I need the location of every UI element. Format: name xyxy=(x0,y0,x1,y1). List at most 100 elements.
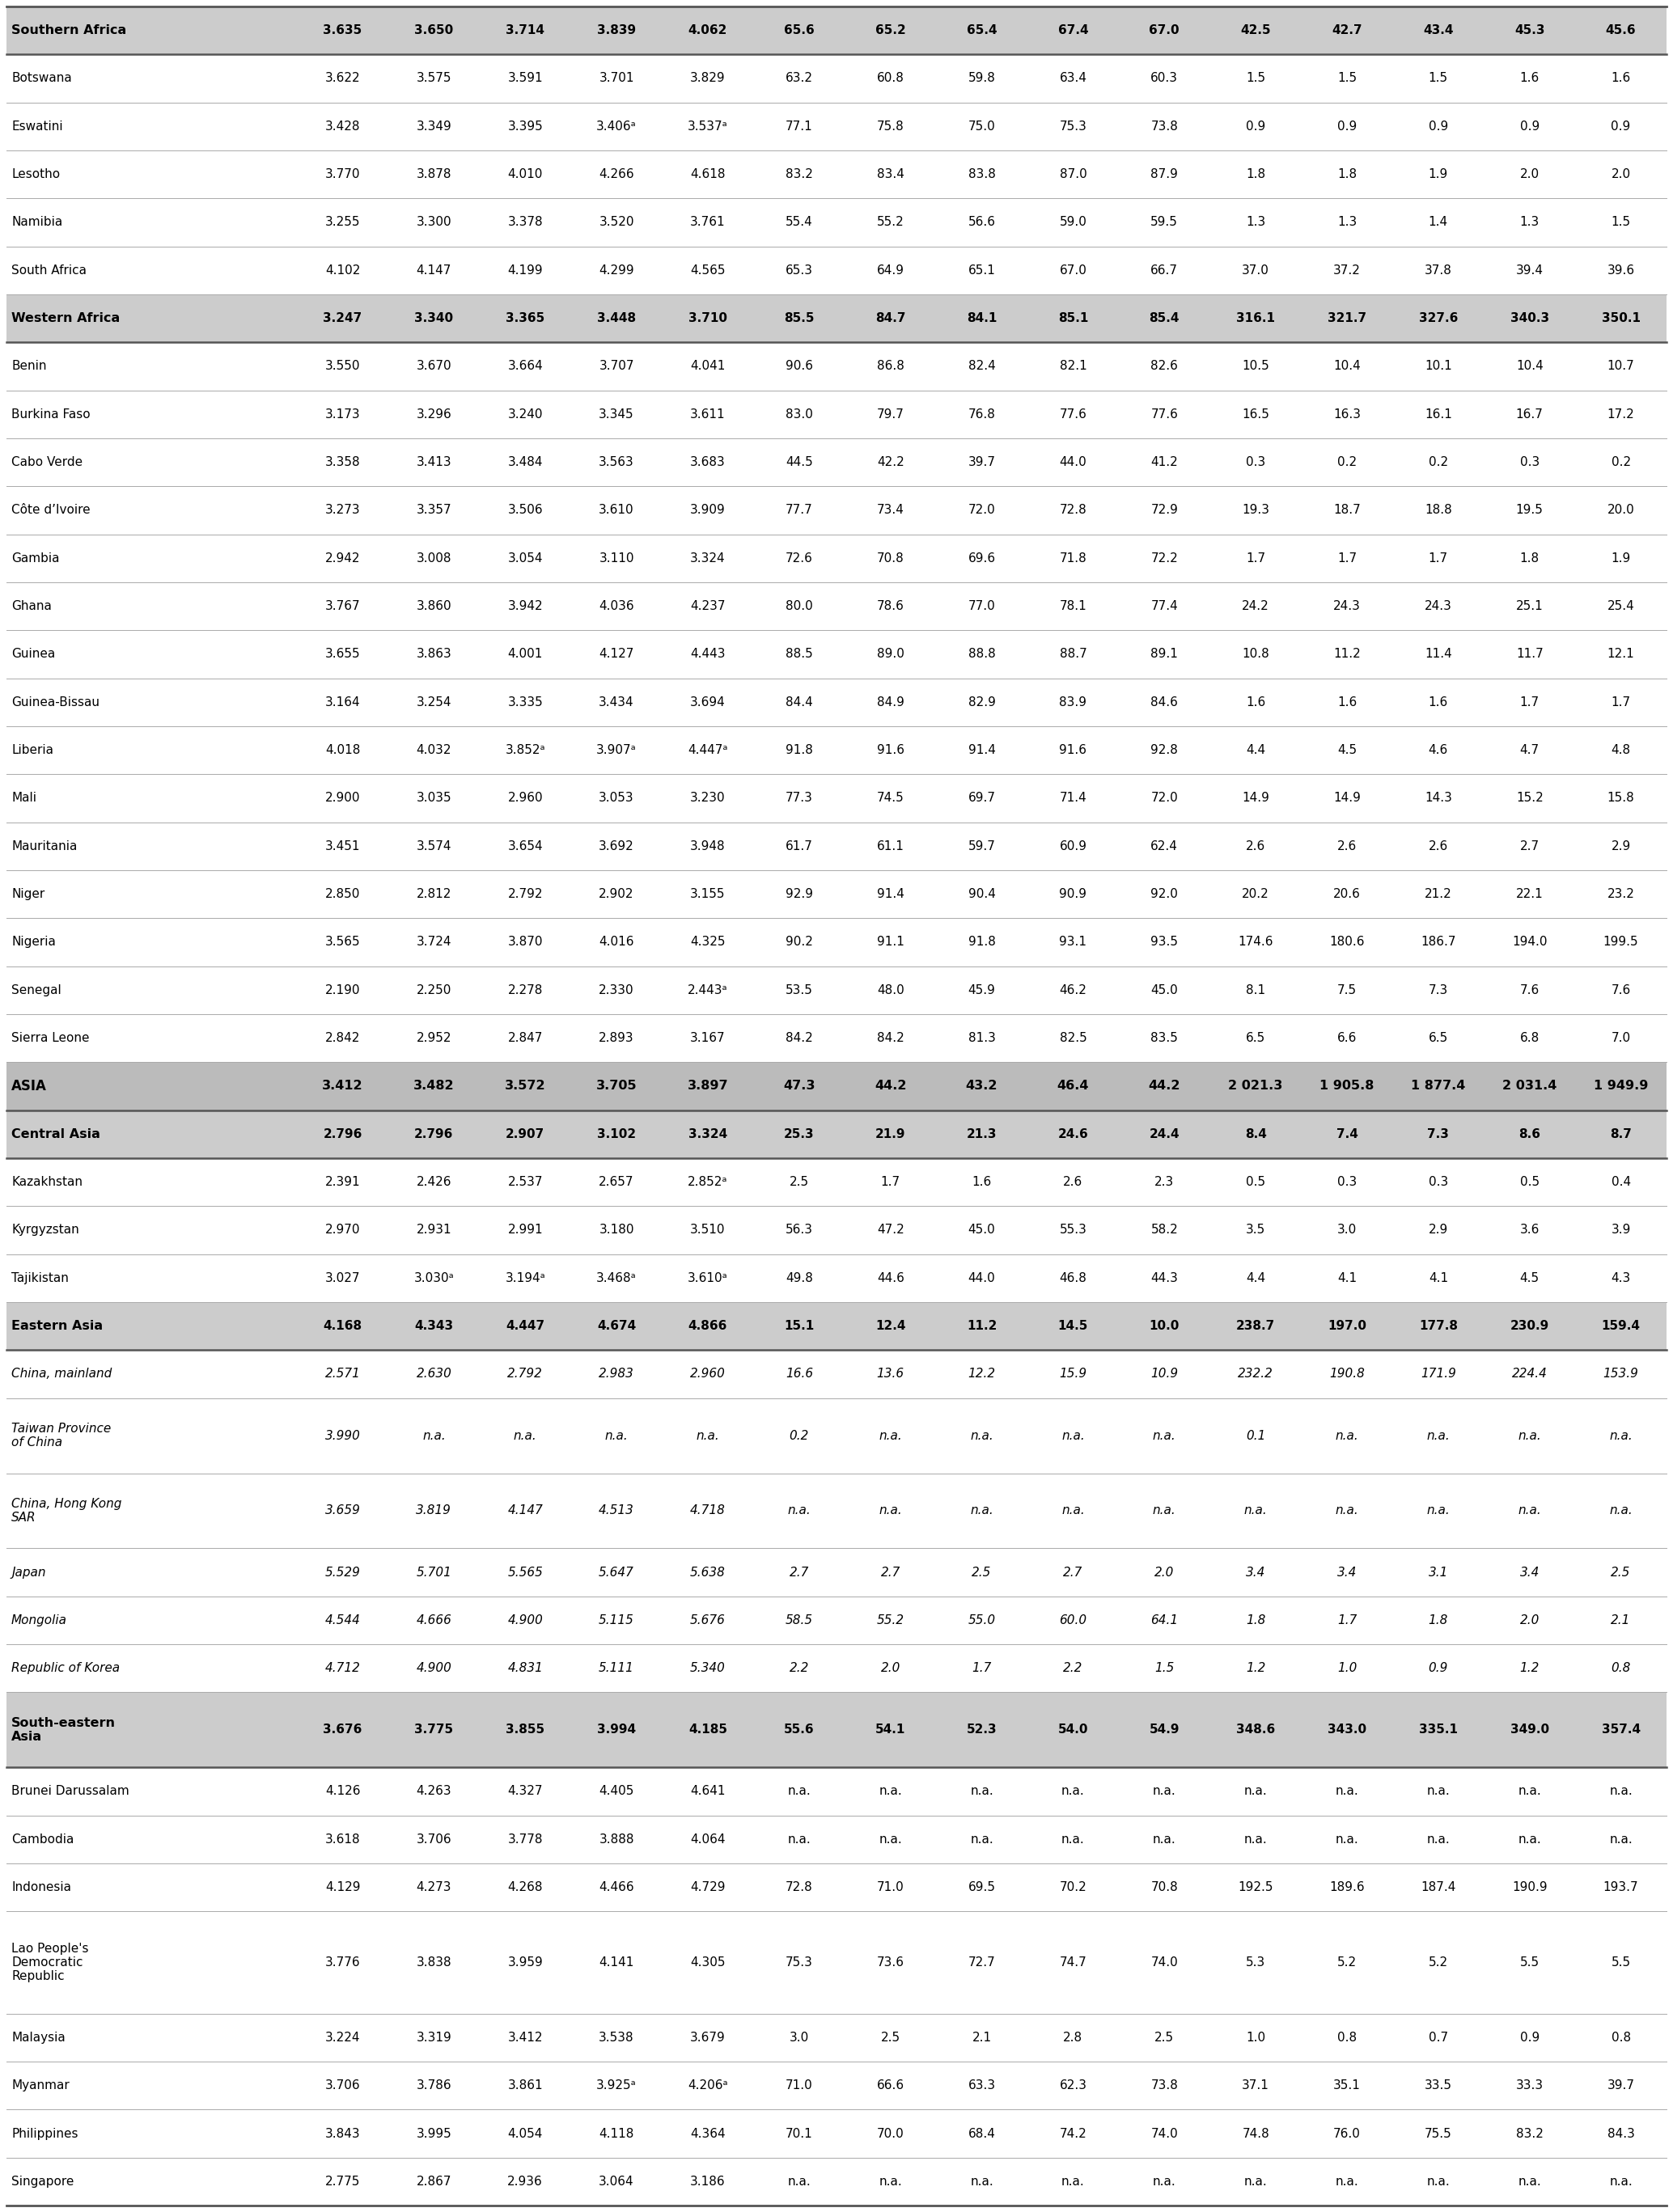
Text: 348.6: 348.6 xyxy=(1236,1723,1275,1736)
Text: 1.0: 1.0 xyxy=(1337,1661,1357,1674)
Text: 10.9: 10.9 xyxy=(1151,1367,1178,1380)
Text: 90.6: 90.6 xyxy=(785,361,813,372)
Text: 3.610: 3.610 xyxy=(599,504,634,515)
Text: 4.618: 4.618 xyxy=(691,168,726,181)
Text: 0.9: 0.9 xyxy=(1337,119,1357,133)
Text: 65.4: 65.4 xyxy=(967,24,997,38)
Text: Burkina Faso: Burkina Faso xyxy=(12,409,90,420)
Text: 3.786: 3.786 xyxy=(417,2079,452,2093)
Text: 43.4: 43.4 xyxy=(1424,24,1454,38)
Text: 44.2: 44.2 xyxy=(875,1079,907,1093)
Text: 3.378: 3.378 xyxy=(507,217,542,228)
Text: 2.537: 2.537 xyxy=(507,1177,542,1188)
Text: 75.0: 75.0 xyxy=(969,119,995,133)
Text: 153.9: 153.9 xyxy=(1603,1367,1638,1380)
Text: 2.6: 2.6 xyxy=(1246,841,1265,852)
Text: 13.6: 13.6 xyxy=(877,1367,903,1380)
Text: 5.701: 5.701 xyxy=(417,1566,452,1579)
Text: 1.3: 1.3 xyxy=(1246,217,1265,228)
Text: 3.852ᵃ: 3.852ᵃ xyxy=(505,743,545,757)
Text: 0.8: 0.8 xyxy=(1337,2031,1357,2044)
Text: 1.7: 1.7 xyxy=(1611,697,1631,708)
Text: n.a.: n.a. xyxy=(1061,2174,1084,2188)
Text: 2.5: 2.5 xyxy=(790,1177,810,1188)
Bar xyxy=(7,1767,1666,1816)
Text: 4.831: 4.831 xyxy=(507,1661,544,1674)
Text: 59.8: 59.8 xyxy=(969,73,995,84)
Text: 78.6: 78.6 xyxy=(877,599,903,613)
Text: 76.8: 76.8 xyxy=(969,409,995,420)
Text: 1 877.4: 1 877.4 xyxy=(1410,1079,1466,1093)
Text: 3.030ᵃ: 3.030ᵃ xyxy=(413,1272,453,1285)
Text: 72.8: 72.8 xyxy=(1059,504,1087,515)
Text: 3.907ᵃ: 3.907ᵃ xyxy=(596,743,637,757)
Text: 0.2: 0.2 xyxy=(1611,456,1631,469)
Text: 3.775: 3.775 xyxy=(415,1723,453,1736)
Text: n.a.: n.a. xyxy=(878,2174,902,2188)
Text: 12.2: 12.2 xyxy=(969,1367,995,1380)
Bar xyxy=(7,1911,1666,2013)
Text: 8.4: 8.4 xyxy=(1245,1128,1266,1139)
Text: 3.4: 3.4 xyxy=(1519,1566,1539,1579)
Text: 194.0: 194.0 xyxy=(1512,936,1548,949)
Text: 1.5: 1.5 xyxy=(1611,217,1631,228)
Text: 16.3: 16.3 xyxy=(1333,409,1360,420)
Bar xyxy=(7,1303,1666,1349)
Text: 4.016: 4.016 xyxy=(599,936,634,949)
Text: 3.897: 3.897 xyxy=(688,1079,728,1093)
Text: 67.0: 67.0 xyxy=(1059,263,1087,276)
Text: 4.565: 4.565 xyxy=(691,263,726,276)
Text: 74.2: 74.2 xyxy=(1059,2128,1087,2139)
Text: 4.1: 4.1 xyxy=(1429,1272,1449,1285)
Text: 2.7: 2.7 xyxy=(790,1566,810,1579)
Bar xyxy=(7,1644,1666,1692)
Text: 224.4: 224.4 xyxy=(1512,1367,1548,1380)
Text: 3.767: 3.767 xyxy=(325,599,360,613)
Text: 3.167: 3.167 xyxy=(691,1033,726,1044)
Text: 47.3: 47.3 xyxy=(783,1079,815,1093)
Text: 37.1: 37.1 xyxy=(1241,2079,1270,2093)
Text: 316.1: 316.1 xyxy=(1236,312,1275,325)
Text: 2.2: 2.2 xyxy=(1064,1661,1082,1674)
Text: 0.3: 0.3 xyxy=(1337,1177,1357,1188)
Text: 3.358: 3.358 xyxy=(325,456,360,469)
Text: 4.266: 4.266 xyxy=(599,168,634,181)
Text: 3.838: 3.838 xyxy=(417,1955,452,1969)
Text: 14.3: 14.3 xyxy=(1425,792,1452,805)
Text: 4.054: 4.054 xyxy=(507,2128,542,2139)
Text: Côte d’Ivoire: Côte d’Ivoire xyxy=(12,504,90,515)
Text: 44.2: 44.2 xyxy=(1148,1079,1181,1093)
Text: 33.3: 33.3 xyxy=(1516,2079,1544,2093)
Text: 2 021.3: 2 021.3 xyxy=(1228,1079,1283,1093)
Text: 3.654: 3.654 xyxy=(507,841,542,852)
Text: 4.447ᵃ: 4.447ᵃ xyxy=(688,743,728,757)
Text: 84.6: 84.6 xyxy=(1151,697,1178,708)
Text: 1.6: 1.6 xyxy=(972,1177,992,1188)
Text: 1.0: 1.0 xyxy=(1246,2031,1265,2044)
Text: 39.7: 39.7 xyxy=(1608,2079,1635,2093)
Text: 72.9: 72.9 xyxy=(1151,504,1178,515)
Text: 0.9: 0.9 xyxy=(1429,119,1449,133)
Text: 35.1: 35.1 xyxy=(1333,2079,1360,2093)
Text: 4.305: 4.305 xyxy=(691,1955,726,1969)
Text: 1.2: 1.2 xyxy=(1246,1661,1265,1674)
Text: 92.0: 92.0 xyxy=(1151,889,1178,900)
Text: 4.327: 4.327 xyxy=(507,1785,542,1798)
Text: 74.0: 74.0 xyxy=(1151,1955,1178,1969)
Text: Western Africa: Western Africa xyxy=(12,312,120,325)
Text: 3.694: 3.694 xyxy=(691,697,726,708)
Text: n.a.: n.a. xyxy=(1061,1504,1084,1517)
Text: 0.9: 0.9 xyxy=(1246,119,1265,133)
Text: 3.861: 3.861 xyxy=(507,2079,542,2093)
Text: 2.0: 2.0 xyxy=(1611,168,1631,181)
Text: n.a.: n.a. xyxy=(970,1785,994,1798)
Text: South Africa: South Africa xyxy=(12,263,87,276)
Text: 71.0: 71.0 xyxy=(786,2079,813,2093)
Text: Lesotho: Lesotho xyxy=(12,168,60,181)
Text: 3.761: 3.761 xyxy=(691,217,726,228)
Text: 238.7: 238.7 xyxy=(1236,1321,1275,1332)
Text: 55.4: 55.4 xyxy=(786,217,813,228)
Text: 7.3: 7.3 xyxy=(1429,984,1449,995)
Text: 0.2: 0.2 xyxy=(1337,456,1357,469)
Text: 91.1: 91.1 xyxy=(877,936,903,949)
